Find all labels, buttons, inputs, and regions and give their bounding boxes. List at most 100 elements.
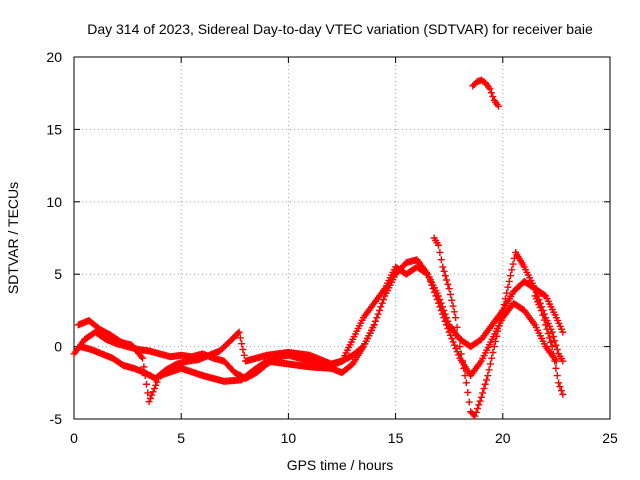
grid [74, 57, 610, 419]
data-point [146, 394, 154, 402]
data-point [485, 366, 493, 374]
plot-frame [73, 56, 611, 420]
series-track-4 [430, 234, 567, 420]
data-point [454, 333, 462, 341]
data-point [498, 312, 506, 320]
series-track-5 [469, 76, 503, 110]
x-tick-label: 25 [602, 430, 618, 446]
data-point [437, 306, 445, 314]
data-point [484, 372, 492, 380]
data-point [483, 376, 491, 384]
data-point [370, 321, 378, 329]
data-point [433, 296, 441, 304]
data-point [551, 337, 559, 345]
data-point [452, 314, 460, 322]
data-point [499, 306, 507, 314]
y-tick-label: 10 [46, 194, 62, 210]
data-point [145, 398, 153, 406]
data-point [559, 390, 567, 398]
data-point [457, 350, 465, 358]
data-point [434, 299, 442, 307]
data-point [434, 241, 442, 249]
data-point [443, 321, 451, 329]
data-point [481, 380, 489, 388]
data-point [501, 295, 509, 303]
data-point [543, 325, 551, 333]
data-point [547, 338, 555, 346]
data-point [474, 405, 482, 413]
data-point [548, 343, 556, 351]
data-point [557, 387, 565, 395]
data-point [553, 372, 561, 380]
data-point [428, 281, 436, 289]
data-point [238, 340, 246, 348]
data-point [358, 344, 366, 352]
data-point [378, 299, 386, 307]
data-point [537, 306, 545, 314]
data-point [495, 322, 503, 330]
data-point [443, 276, 451, 284]
data-point [477, 393, 485, 401]
data-point [496, 317, 504, 325]
data-point [486, 85, 494, 93]
data-point [437, 256, 445, 264]
data-point [487, 89, 495, 97]
data-point [460, 364, 468, 372]
x-tick-label: 15 [388, 430, 404, 446]
data-point [236, 334, 244, 342]
data-point [439, 310, 446, 318]
data-point [465, 398, 473, 406]
data-point [449, 302, 457, 310]
y-tick-label: 20 [46, 49, 62, 65]
data-point [493, 332, 501, 340]
data-point [152, 381, 160, 389]
data-point [448, 335, 456, 343]
y-tick-label: 0 [54, 339, 62, 355]
data-point [503, 289, 511, 297]
data-point [548, 328, 556, 336]
data-point [479, 389, 487, 397]
data-point [450, 308, 458, 316]
data-point [488, 354, 496, 362]
y-axis-title: SDTVAR / TECUs [5, 182, 21, 294]
data-point [148, 391, 156, 399]
axis-ticks: 0 5 10 15 20 25 -5 0 5 10 15 20 [46, 49, 618, 446]
data-point [544, 330, 552, 338]
data-point [494, 327, 502, 335]
data-point [426, 277, 434, 285]
data-point [448, 296, 456, 304]
data-point [137, 353, 145, 361]
data-point [462, 379, 470, 387]
data-point [489, 93, 497, 101]
chart-title: Day 314 of 2023, Sidereal Day-to-day VTE… [87, 21, 593, 37]
data-point [373, 314, 381, 322]
data-marks [70, 76, 567, 420]
data-point [531, 285, 539, 293]
data-point [432, 292, 440, 300]
data-point [471, 412, 479, 420]
data-point [552, 341, 560, 349]
data-point [540, 310, 548, 318]
data-point [456, 343, 464, 351]
data-point [540, 316, 548, 324]
y-tick-label: 5 [54, 266, 62, 282]
series-track-3 [76, 321, 378, 382]
data-point [447, 331, 455, 339]
data-point [495, 102, 503, 110]
data-point [144, 389, 152, 397]
data-point [491, 337, 499, 345]
data-point [240, 351, 248, 359]
data-point [376, 306, 384, 314]
data-point [449, 338, 457, 346]
data-point [441, 272, 449, 280]
data-point [458, 357, 466, 365]
data-point [556, 383, 564, 391]
data-point [377, 303, 385, 311]
data-point [453, 323, 461, 331]
data-point [445, 285, 453, 293]
data-point [142, 380, 150, 388]
data-point [490, 343, 498, 351]
data-point [461, 372, 469, 380]
